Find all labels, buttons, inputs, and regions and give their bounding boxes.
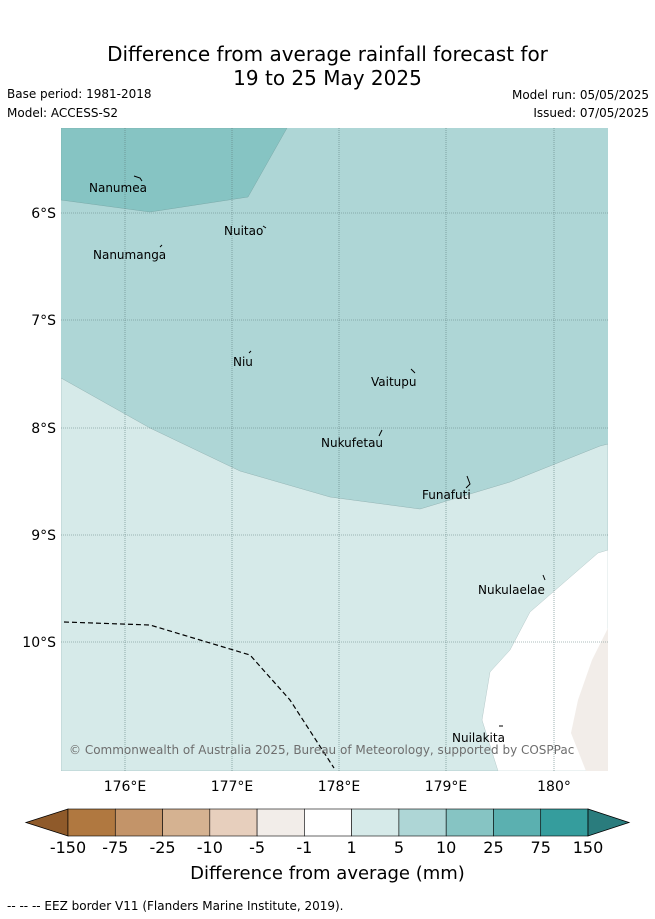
zone-1-to-5 xyxy=(61,377,608,771)
colorbar-tick-label: 10 xyxy=(435,838,457,857)
colorbar-tick-label: 5 xyxy=(393,838,404,857)
lat-label-7s: 7°S xyxy=(31,313,56,329)
colorbar-tick-label: -5 xyxy=(249,838,266,857)
lat-label-10s: 10°S xyxy=(22,635,56,651)
island-funafuti-shape xyxy=(465,475,471,489)
colorbar-title: Difference from average (mm) xyxy=(190,863,465,884)
zone-10-to-25 xyxy=(61,128,288,213)
label-niu: Niu xyxy=(233,355,253,369)
colorbar-tick-label: -1 xyxy=(296,838,313,857)
colorbar-tick-label: -10 xyxy=(196,838,223,857)
colorbar-tick-label: 75 xyxy=(530,838,551,857)
lat-label-9s: 9°S xyxy=(31,528,56,544)
issued-date: Issued: 07/05/2025 xyxy=(533,106,649,120)
eez-border xyxy=(63,621,335,769)
lon-label-176e: 176°E xyxy=(104,779,147,795)
island-nanumanga-shape xyxy=(159,244,163,248)
colorbar-segment xyxy=(162,808,211,837)
colorbar-segment xyxy=(351,808,400,837)
colorbar-segment xyxy=(67,808,116,837)
label-nukufetau: Nukufetau xyxy=(321,436,383,450)
lon-label-178e: 178°E xyxy=(318,779,361,795)
colorbar xyxy=(24,808,631,837)
colorbar-segment xyxy=(445,808,494,837)
colorbar-segment xyxy=(209,808,258,837)
label-funafuti: Funafuti xyxy=(422,488,471,502)
island-vaitupu-shape xyxy=(410,368,416,374)
island-nukufetau-shape xyxy=(378,429,383,437)
colorbar-segment xyxy=(493,808,542,837)
lat-label-6s: 6°S xyxy=(31,206,56,222)
title-line-1: Difference from average rainfall forecas… xyxy=(107,42,548,66)
label-nanumanga: Nanumanga xyxy=(93,248,166,262)
lon-label-177e: 177°E xyxy=(211,779,254,795)
map-area: Nanumea Nuitao Nanumanga Niu Vaitupu Nuk… xyxy=(61,128,608,771)
colorbar-tick-label: 25 xyxy=(483,838,504,857)
colorbar-segment xyxy=(398,808,447,837)
label-nanumea: Nanumea xyxy=(89,181,147,195)
island-nanumea-shape xyxy=(133,175,143,182)
colorbar-tick-label: -150 xyxy=(49,838,87,857)
label-nukulaelae: Nukulaelae xyxy=(478,583,545,597)
label-vaitupu: Vaitupu xyxy=(371,375,417,389)
colorbar-segment xyxy=(114,808,163,837)
title-line-2: 19 to 25 May 2025 xyxy=(233,66,422,90)
colorbar-segment xyxy=(540,808,589,837)
colorbar-tick-label: -75 xyxy=(102,838,129,857)
island-niu-shape xyxy=(248,350,252,354)
base-period: Base period: 1981-2018 xyxy=(7,87,152,101)
colorbar-segment xyxy=(304,808,352,837)
colorbar-arrow-high xyxy=(587,808,631,837)
colorbar-tick-label: 1 xyxy=(346,838,357,857)
label-nuitao: Nuitao xyxy=(224,224,263,238)
lat-label-8s: 8°S xyxy=(31,421,56,437)
model-name: Model: ACCESS-S2 xyxy=(7,106,119,120)
eez-legend: -- -- -- EEZ border V11 (Flanders Marine… xyxy=(7,899,344,913)
colorbar-tick-label: 150 xyxy=(572,838,604,857)
island-nukulaelae-shape xyxy=(542,574,546,581)
colorbar-tick-label: -25 xyxy=(149,838,176,857)
island-nuitao-shape xyxy=(262,225,267,229)
colorbar-arrow-low xyxy=(24,808,69,837)
lon-label-180: 180° xyxy=(537,779,571,795)
colorbar-segment xyxy=(256,808,305,837)
zone-minus5-to-minus1 xyxy=(571,628,608,771)
model-run: Model run: 05/05/2025 xyxy=(511,88,649,102)
label-nuilakita: Nuilakita xyxy=(452,731,505,745)
copyright-notice: © Commonwealth of Australia 2025, Bureau… xyxy=(69,743,574,757)
lon-label-179e: 179°E xyxy=(425,779,468,795)
island-outlines xyxy=(133,175,546,727)
